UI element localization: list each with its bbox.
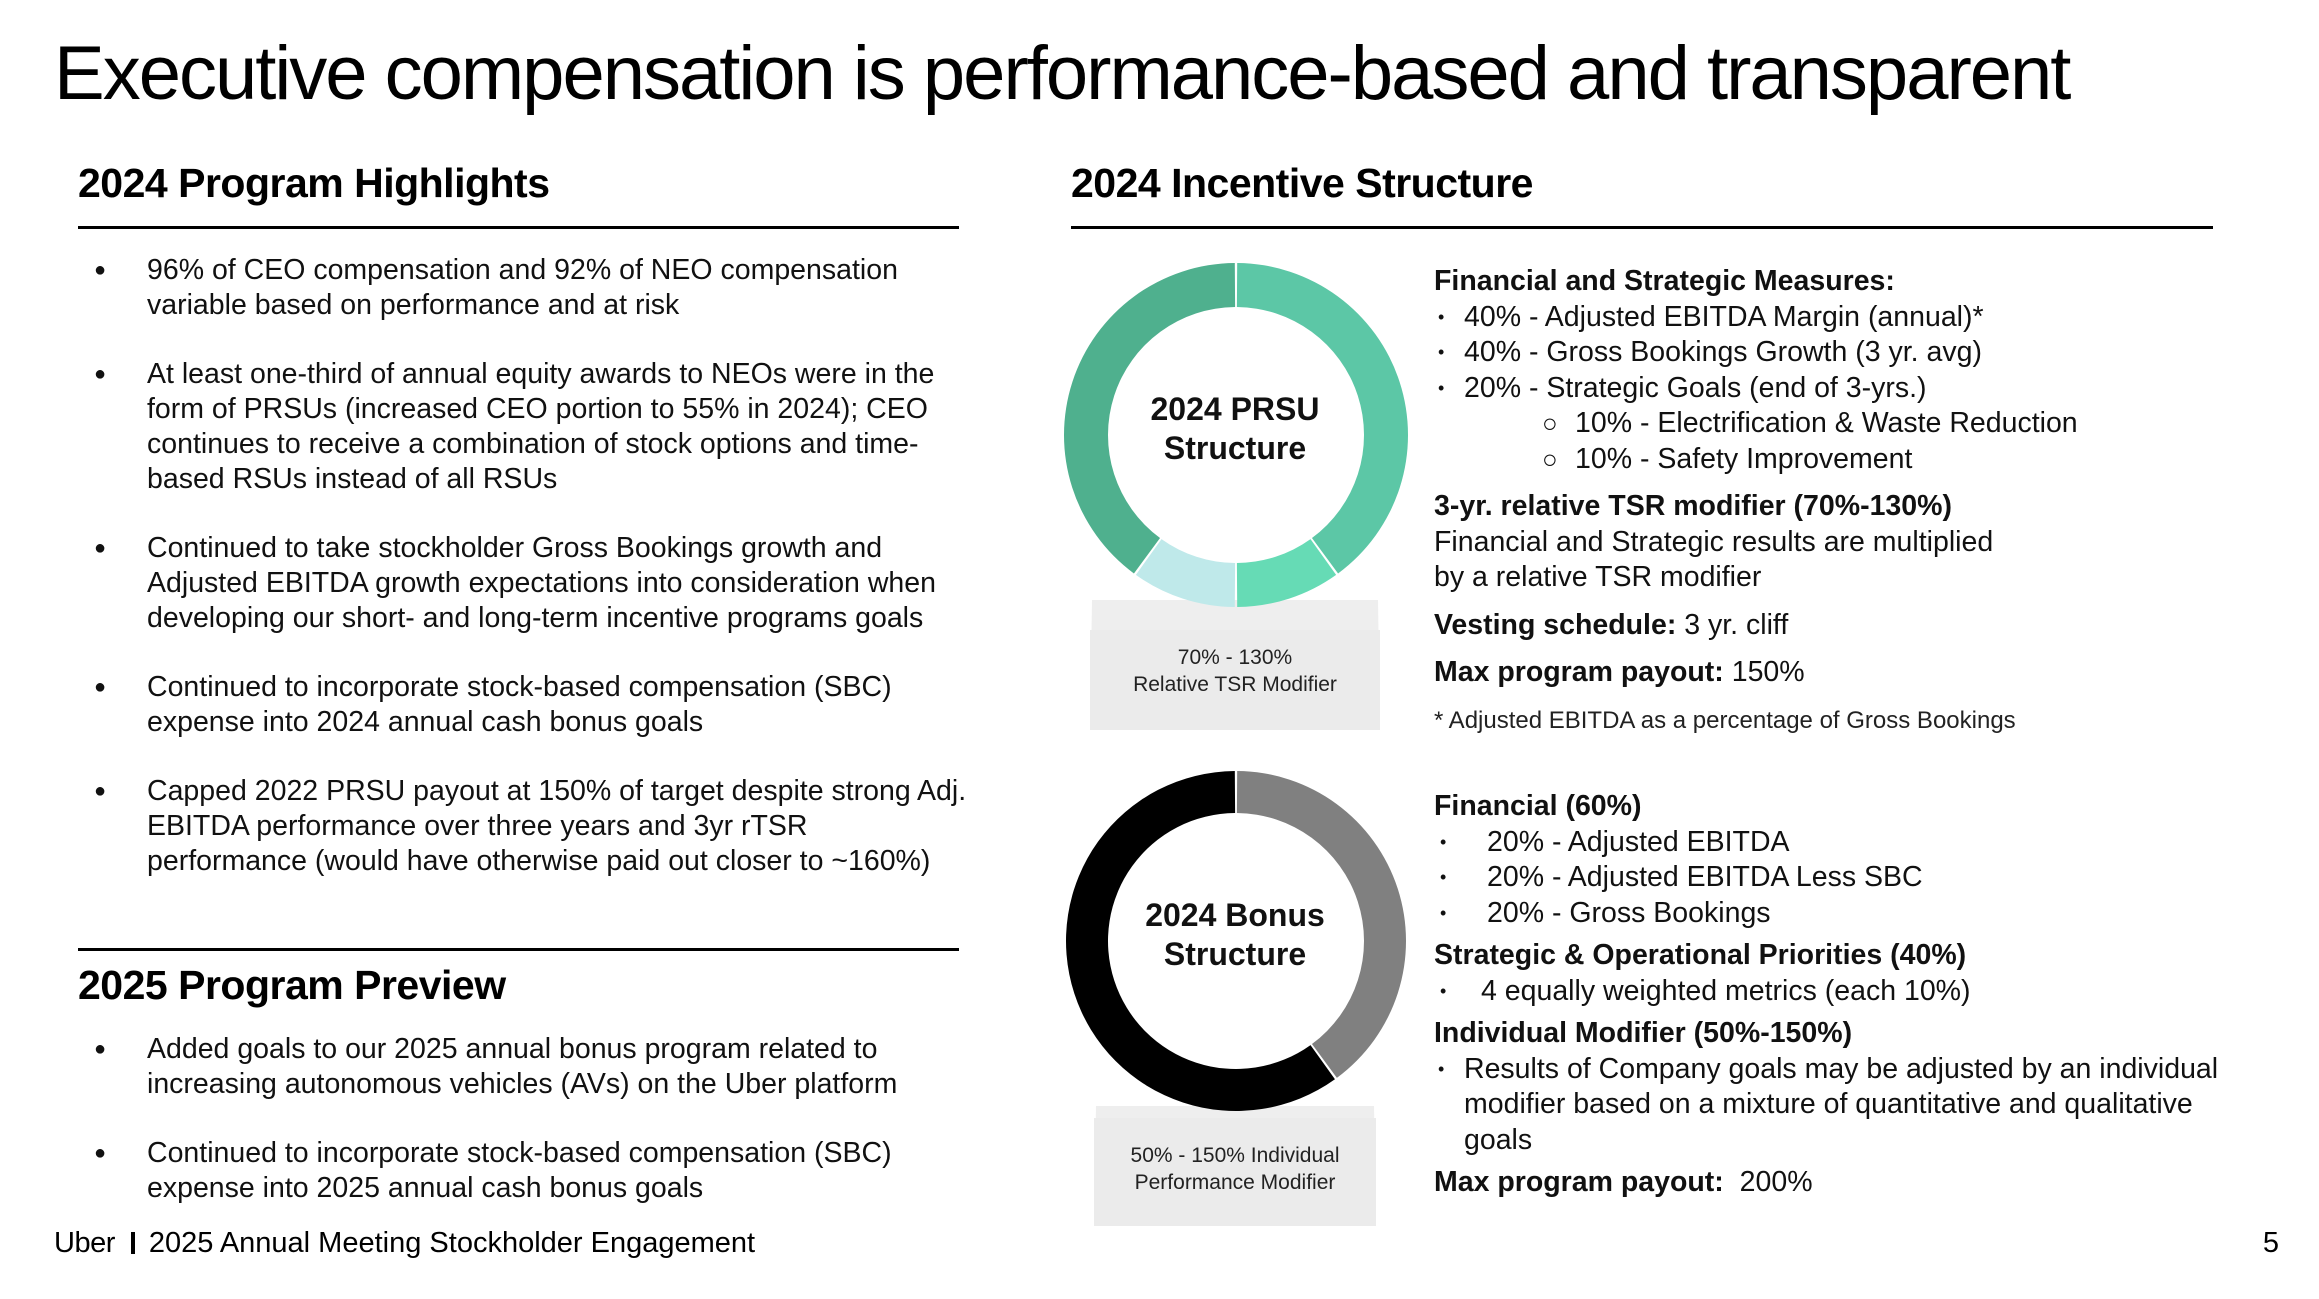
prsu-details: Financial and Strategic Measures: • 40% -…	[1434, 264, 2234, 738]
prsu-label-line2: Structure	[1163, 430, 1307, 466]
financial-item-text: 20% - Gross Bookings	[1487, 896, 1771, 929]
individual-text-line: Results of Company goals may be adjusted…	[1464, 1052, 2219, 1085]
prsu-label-line1: 2024 PRSU	[1150, 391, 1320, 427]
prsu-donut-chart	[1064, 263, 1408, 730]
max-value: 200%	[1739, 1166, 1813, 1198]
preview-heading: 2025 Program Preview	[78, 962, 506, 1008]
list-item: Continued to incorporate stock-based com…	[90, 1136, 970, 1206]
bonus-label-line1: 2024 Bonus	[1145, 897, 1325, 933]
highlights-divider	[78, 226, 959, 229]
measure-text: 40% - Adjusted EBITDA Margin (annual)*	[1464, 300, 1984, 333]
prsu-modifier-label: 70% - 130% Relative TSR Modifier	[1090, 644, 1380, 698]
list-item: • 20% - Adjusted EBITDA Less SBC	[1440, 861, 1923, 893]
preview-divider	[78, 948, 959, 951]
donut-segment-adjusted-ebitda-margin	[1064, 263, 1236, 574]
sub-measure-text: 10% - Safety Improvement	[1575, 442, 1913, 475]
financial-heading: Financial (60%)	[1434, 790, 1642, 822]
list-item: • 20% - Adjusted EBITDA	[1440, 825, 1790, 858]
bonus-donut-figure: 2024 Bonus Structure 50% - 150% Individu…	[1060, 766, 1410, 1226]
financial-item-text: 20% - Adjusted EBITDA	[1487, 825, 1790, 858]
max-label: Max program payout:	[1434, 656, 1724, 688]
highlights-heading: 2024 Program Highlights	[78, 160, 550, 206]
sub-measure-text: 10% - Electrification & Waste Reduction	[1575, 407, 2078, 439]
bonus-modifier-type: Performance Modifier	[1134, 1171, 1336, 1194]
brand-logo: Uber	[54, 1227, 115, 1259]
prsu-max-row: Max program payout: 150%	[1434, 655, 2234, 691]
vesting-row: Vesting schedule: 3 yr. cliff	[1434, 608, 2234, 644]
list-item: • 20% - Strategic Goals (end of 3-yrs.)	[1438, 371, 1927, 404]
bonus-label-line2: Structure	[1163, 936, 1307, 972]
bonus-stand-base	[1094, 1118, 1376, 1226]
highlights-list: 96% of CEO compensation and 92% of NEO c…	[90, 253, 970, 879]
footer-text: 2025 Annual Meeting Stockholder Engageme…	[148, 1227, 756, 1259]
list-item: • 20% - Gross Bookings	[1440, 896, 1771, 929]
bonus-modifier-label: 50% - 150% Individual Performance Modifi…	[1094, 1142, 1376, 1196]
strategic-item-text: 4 equally weighted metrics (each 10%)	[1481, 974, 1971, 1007]
list-item: Continued to take stockholder Gross Book…	[90, 531, 970, 636]
max-value: 150%	[1731, 656, 1805, 688]
list-item: At least one-third of annual equity awar…	[90, 357, 970, 497]
list-item: Capped 2022 PRSU payout at 150% of targe…	[90, 774, 970, 879]
tsr-text-line: by a relative TSR modifier	[1434, 561, 1762, 593]
list-item: • 4 equally weighted metrics (each 10%)	[1440, 974, 1971, 1007]
donut-segment-safety-improvement	[1135, 539, 1236, 607]
prsu-modifier-type: Relative TSR Modifier	[1133, 673, 1337, 696]
prsu-donut-label: 2024 PRSU Structure	[1135, 390, 1335, 468]
bonus-donut-chart	[1066, 771, 1406, 1226]
incentive-divider	[1071, 226, 2213, 229]
list-item: • 40% - Adjusted EBITDA Margin (annual)*	[1438, 300, 1984, 333]
individual-text-line: modifier based on a mixture of quantitat…	[1464, 1088, 2193, 1120]
max-label: Max program payout:	[1434, 1166, 1724, 1198]
vesting-value: 3 yr. cliff	[1684, 608, 1789, 641]
tsr-heading: 3-yr. relative TSR modifier (70%-130%)	[1434, 490, 1952, 522]
prsu-donut-figure: 2024 PRSU Structure 70% - 130% Relative …	[1060, 260, 1410, 730]
individual-text-line: goals	[1464, 1123, 1533, 1156]
list-item: ○ 10% - Safety Improvement	[1542, 442, 1913, 475]
preview-list: Added goals to our 2025 annual bonus pro…	[90, 1032, 970, 1206]
financial-item-text: 20% - Adjusted EBITDA Less SBC	[1487, 861, 1923, 893]
list-item: • Results of Company goals may be adjuste…	[1438, 1052, 2219, 1085]
measure-text: 20% - Strategic Goals (end of 3-yrs.)	[1464, 371, 1927, 404]
list-item: Continued to incorporate stock-based com…	[90, 670, 970, 740]
measure-text: 40% - Gross Bookings Growth (3 yr. avg)	[1464, 336, 1982, 368]
page-title: Executive compensation is performance-ba…	[54, 31, 2071, 116]
incentive-heading: 2024 Incentive Structure	[1071, 160, 1533, 206]
list-item: 96% of CEO compensation and 92% of NEO c…	[90, 253, 970, 323]
prsu-modifier-range: 70% - 130%	[1177, 646, 1293, 669]
vesting-label: Vesting schedule:	[1434, 608, 1677, 641]
footnote: * Adjusted EBITDA as a percentage of Gro…	[1434, 706, 2016, 734]
bonus-donut-label: 2024 Bonus Structure	[1135, 896, 1335, 974]
prsu-stand-base	[1090, 630, 1380, 730]
measures-heading: Financial and Strategic Measures:	[1434, 265, 1895, 297]
tsr-text-line: Financial and Strategic results are mult…	[1434, 525, 1994, 558]
donut-segment-electrification-waste-reduction	[1236, 539, 1337, 607]
bonus-details: Financial (60%) • 20% - Adjusted EBITDA •…	[1434, 789, 2234, 1201]
bonus-modifier-range: 50% - 150% Individual	[1130, 1144, 1340, 1167]
strategic-heading: Strategic & Operational Priorities (40%)	[1434, 939, 1967, 971]
list-item: • 40% - Gross Bookings Growth (3 yr. avg)	[1438, 336, 1982, 368]
list-item: Added goals to our 2025 annual bonus pro…	[90, 1032, 970, 1102]
list-item: ○ 10% - Electrification & Waste Reduction	[1542, 407, 2078, 439]
bonus-max-row: Max program payout: 200%	[1434, 1165, 2234, 1201]
donut-segment-financial	[1066, 771, 1335, 1111]
donut-segment-gross-bookings-growth	[1236, 263, 1408, 574]
footer: Uber 2025 Annual Meeting Stockholder Enga…	[54, 1227, 755, 1260]
footer-separator	[130, 1232, 135, 1254]
donut-segment-strategic-operational-priorities	[1236, 771, 1406, 1078]
page-number: 5	[2262, 1227, 2279, 1259]
individual-heading: Individual Modifier (50%-150%)	[1434, 1017, 1853, 1049]
